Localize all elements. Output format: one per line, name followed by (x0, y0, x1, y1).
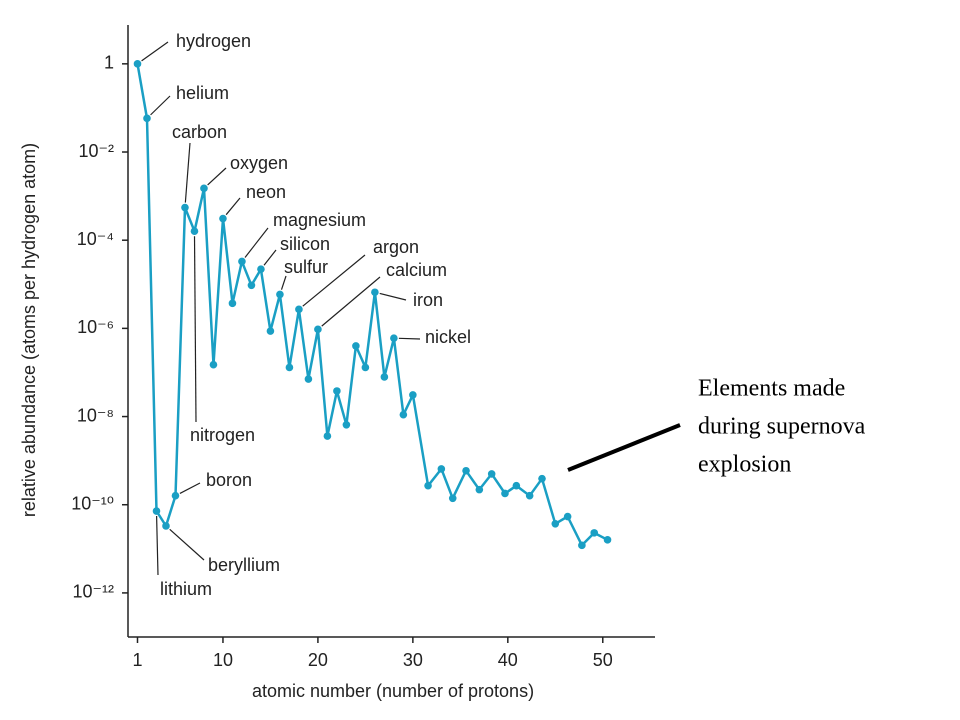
data-point (424, 481, 432, 490)
data-point (304, 375, 313, 383)
data-point (219, 214, 227, 223)
leader-line (244, 227, 269, 258)
element-label: helium (176, 83, 229, 103)
data-point (437, 465, 446, 473)
element-label: sulfur (284, 257, 328, 277)
data-point (475, 485, 484, 494)
element-label: nickel (425, 327, 471, 347)
data-point (352, 342, 360, 350)
data-point (133, 60, 142, 68)
element-label: calcium (386, 260, 447, 280)
element-label: iron (413, 290, 443, 310)
data-point (238, 257, 246, 266)
note-pointer (567, 423, 681, 472)
data-point (578, 541, 586, 550)
leader-line (207, 167, 227, 186)
leader-line (179, 482, 201, 494)
element-label: oxygen (230, 153, 288, 173)
data-point (512, 481, 521, 490)
data-point (538, 474, 546, 483)
data-point (209, 360, 218, 369)
data-point (333, 387, 341, 395)
y-tick-label: 1 (104, 53, 114, 73)
data-point (285, 363, 294, 372)
data-point (152, 507, 161, 515)
leader-line (321, 276, 381, 327)
element-label: beryllium (208, 555, 280, 575)
x-axis-label: atomic number (number of protons) (252, 681, 534, 701)
data-point (295, 305, 303, 314)
leader-line (302, 254, 366, 307)
note-text: explosion (698, 452, 791, 478)
data-point (257, 265, 265, 273)
note-text: during supernova (698, 414, 866, 440)
y-tick-label: 10⁻¹⁰ (71, 493, 114, 513)
data-point (266, 327, 275, 335)
leader-line (280, 275, 287, 290)
x-tick-label: 30 (403, 650, 423, 670)
data-point (462, 466, 470, 475)
leader-line (169, 528, 205, 561)
data-point (200, 184, 208, 193)
y-tick-label: 10⁻⁴ (77, 229, 114, 249)
leader-line (193, 236, 197, 423)
x-tick-label: 1 (132, 650, 142, 670)
note-text: Elements made (698, 376, 845, 402)
x-tick-label: 40 (498, 650, 518, 670)
data-point (361, 363, 370, 372)
element-label: boron (206, 470, 252, 490)
data-point (247, 281, 256, 290)
element-label: lithium (160, 579, 212, 599)
data-point (390, 334, 398, 342)
leader-line (184, 142, 191, 203)
x-tick-label: 10 (213, 650, 233, 670)
leader-line (141, 41, 169, 62)
data-point (501, 489, 509, 498)
y-axis-label: relative abundance (atoms per hydrogen a… (19, 143, 39, 517)
element-label: hydrogen (176, 31, 251, 51)
element-label: magnesium (273, 210, 366, 230)
element-label: argon (373, 237, 419, 257)
data-point (409, 391, 417, 399)
data-point (525, 491, 534, 500)
x-tick-label: 20 (308, 650, 328, 670)
data-point (162, 522, 170, 530)
data-point (603, 536, 612, 544)
leader-line (156, 516, 159, 576)
element-label: neon (246, 182, 286, 202)
data-point (448, 494, 457, 503)
data-point (143, 114, 151, 123)
element-label: carbon (172, 122, 227, 142)
data-point (551, 519, 560, 528)
data-point (380, 373, 389, 381)
data-point (228, 299, 237, 308)
element-label: silicon (280, 234, 330, 254)
data-point (190, 227, 199, 235)
leader-line (263, 249, 277, 266)
leader-line (225, 197, 241, 216)
data-point (171, 491, 180, 500)
y-tick-label: 10⁻⁸ (77, 405, 114, 425)
data-point (323, 432, 332, 440)
y-tick-label: 10⁻⁶ (77, 317, 114, 337)
data-point (487, 470, 496, 478)
element-label: nitrogen (190, 425, 255, 445)
data-point (371, 288, 379, 297)
leader-line (150, 95, 171, 116)
y-tick-label: 10⁻² (78, 141, 114, 161)
data-point (399, 410, 408, 419)
y-tick-label: 10⁻¹² (72, 582, 114, 602)
data-point (563, 512, 572, 521)
data-point (181, 203, 189, 212)
data-point (276, 290, 284, 299)
data-point (342, 421, 351, 429)
leader-line (398, 337, 421, 340)
data-point (590, 529, 599, 537)
x-tick-label: 50 (593, 650, 613, 670)
leader-line (379, 292, 407, 301)
data-point (314, 325, 322, 334)
